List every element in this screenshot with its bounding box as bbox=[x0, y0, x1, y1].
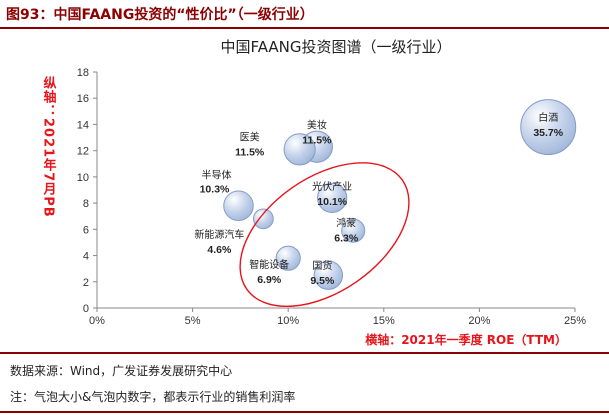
bubble-name-label: 鸿蒙 bbox=[336, 217, 356, 230]
x-tick-label: 20% bbox=[468, 315, 490, 327]
bubble-value-label: 9.5% bbox=[310, 275, 335, 287]
bubble-name-label: 白酒 bbox=[538, 111, 558, 124]
y-axis-label: 纵轴：2021年7月PB bbox=[41, 75, 58, 217]
chart-title: 中国FAANG投资图谱（一级行业） bbox=[220, 38, 451, 56]
y-tick-label: 6 bbox=[83, 224, 89, 236]
y-tick-label: 12 bbox=[77, 146, 89, 158]
bubble-value-label: 11.5% bbox=[235, 146, 265, 158]
bubble-value-label: 10.3% bbox=[200, 184, 230, 196]
bubble-name-label: 医美 bbox=[240, 130, 260, 143]
bubble-name-label: 半导体 bbox=[201, 169, 231, 182]
y-tick-label: 18 bbox=[77, 67, 89, 79]
bubble bbox=[223, 190, 254, 221]
y-tick-label: 8 bbox=[83, 198, 89, 210]
y-tick-label: 14 bbox=[77, 119, 89, 131]
footer-rule bbox=[0, 352, 609, 354]
y-tick-label: 2 bbox=[83, 277, 89, 289]
bubble bbox=[252, 208, 274, 230]
bubble bbox=[341, 218, 366, 243]
x-tick-label: 5% bbox=[185, 315, 201, 327]
bubble-value-label: 10.1% bbox=[317, 196, 347, 208]
bubble-value-label: 35.7% bbox=[533, 127, 563, 139]
figure-header: 图93：中国FAANG投资的“性价比”（一级行业） bbox=[0, 0, 609, 29]
bubble-name-label: 新能源汽车 bbox=[194, 228, 244, 241]
source-note: 数据来源：Wind，广发证券发展研究中心 bbox=[10, 364, 233, 378]
bubble-name-label: 智能设备 bbox=[249, 258, 289, 271]
x-axis-label: 横轴：2021年一季度 ROE（TTM） bbox=[365, 332, 567, 347]
x-tick-label: 10% bbox=[277, 315, 299, 327]
footer-bottom-rule bbox=[0, 411, 609, 413]
figure-header-text: 图93：中国FAANG投资的“性价比”（一级行业） bbox=[6, 7, 314, 23]
y-tick-label: 0 bbox=[83, 303, 89, 315]
bubble-chart: 中国FAANG投资图谱（一级行业） 0 2 4 6 8 10 12 14 16 18 0% 5% 10% 1… bbox=[41, 38, 587, 347]
bubble-value-label: 6.3% bbox=[334, 233, 359, 245]
bubble bbox=[283, 133, 316, 166]
bubble-name-label: 国货 bbox=[312, 259, 332, 272]
header-rule bbox=[0, 27, 609, 29]
y-tick-label: 16 bbox=[77, 93, 89, 105]
bubble bbox=[313, 260, 344, 290]
bubble-value-label: 6.9% bbox=[257, 274, 282, 286]
bubble-value-label: 11.5% bbox=[302, 135, 332, 147]
bubble-note: 注：气泡大小&气泡内数字，都表示行业的销售利润率 bbox=[10, 390, 296, 404]
bubble-value-label: 4.6% bbox=[207, 244, 232, 256]
x-tick-label: 25% bbox=[564, 315, 586, 327]
bubble bbox=[275, 245, 301, 271]
bubble bbox=[520, 99, 577, 156]
bubble bbox=[317, 182, 348, 213]
x-tick-label: 0% bbox=[89, 315, 105, 327]
x-tick-label: 15% bbox=[373, 315, 395, 327]
y-tick-label: 4 bbox=[83, 251, 89, 263]
highlight-ellipse bbox=[239, 162, 410, 308]
bubble-name-label: 美妆 bbox=[307, 119, 327, 132]
bubble-name-label: 光伏产业 bbox=[312, 180, 352, 193]
y-tick-label: 10 bbox=[77, 172, 89, 184]
